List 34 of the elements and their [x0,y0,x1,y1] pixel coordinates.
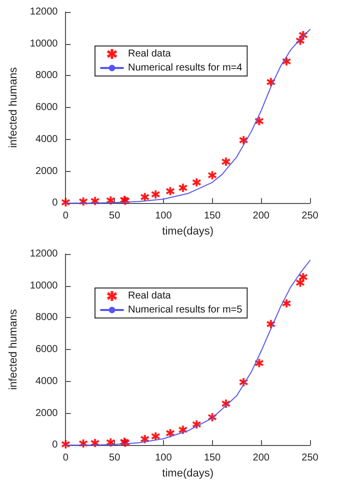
y-tick-label: 0 [52,440,58,451]
legend-label: Numerical results for m=5 [128,304,243,316]
y-tick-label: 6000 [35,344,58,356]
x-tick-label: 150 [204,210,222,222]
x-tick-label: 0 [62,210,69,222]
x-tick-label: 100 [155,210,172,222]
y-tick-label: 2000 [35,166,58,177]
x-tick-label: 50 [109,452,121,464]
y-tick-label: 12000 [30,248,58,260]
y-axis-title: infected humans [8,308,20,390]
y-tick-label: 0 [52,198,58,209]
x-tick-label: 150 [204,452,222,464]
y-tick-label: 10000 [30,38,58,50]
x-tick-label: 250 [302,452,319,464]
y-tick-label: 4000 [35,376,58,387]
y-tick-label: 12000 [30,6,58,18]
legend-label: Real data [128,290,172,302]
x-axis-title: time(days) [162,468,214,480]
y-axis-title: infected humans [8,66,20,148]
y-tick-label: 10000 [30,280,58,292]
x-tick-label: 200 [252,452,270,464]
x-tick-label: 200 [252,210,270,222]
x-tick-label: 100 [155,452,172,464]
y-tick-label: 2000 [35,408,58,419]
y-tick-label: 8000 [35,70,58,82]
x-tick-label: 0 [62,452,69,464]
x-axis-title: time(days) [162,226,214,238]
x-tick-label: 250 [302,210,319,222]
y-tick-label: 8000 [35,312,58,324]
legend-label: Numerical results for m=4 [128,62,243,74]
legend-label: Real data [128,48,172,60]
y-tick-label: 4000 [35,134,58,145]
x-tick-label: 50 [109,210,121,222]
y-tick-label: 6000 [35,102,58,114]
